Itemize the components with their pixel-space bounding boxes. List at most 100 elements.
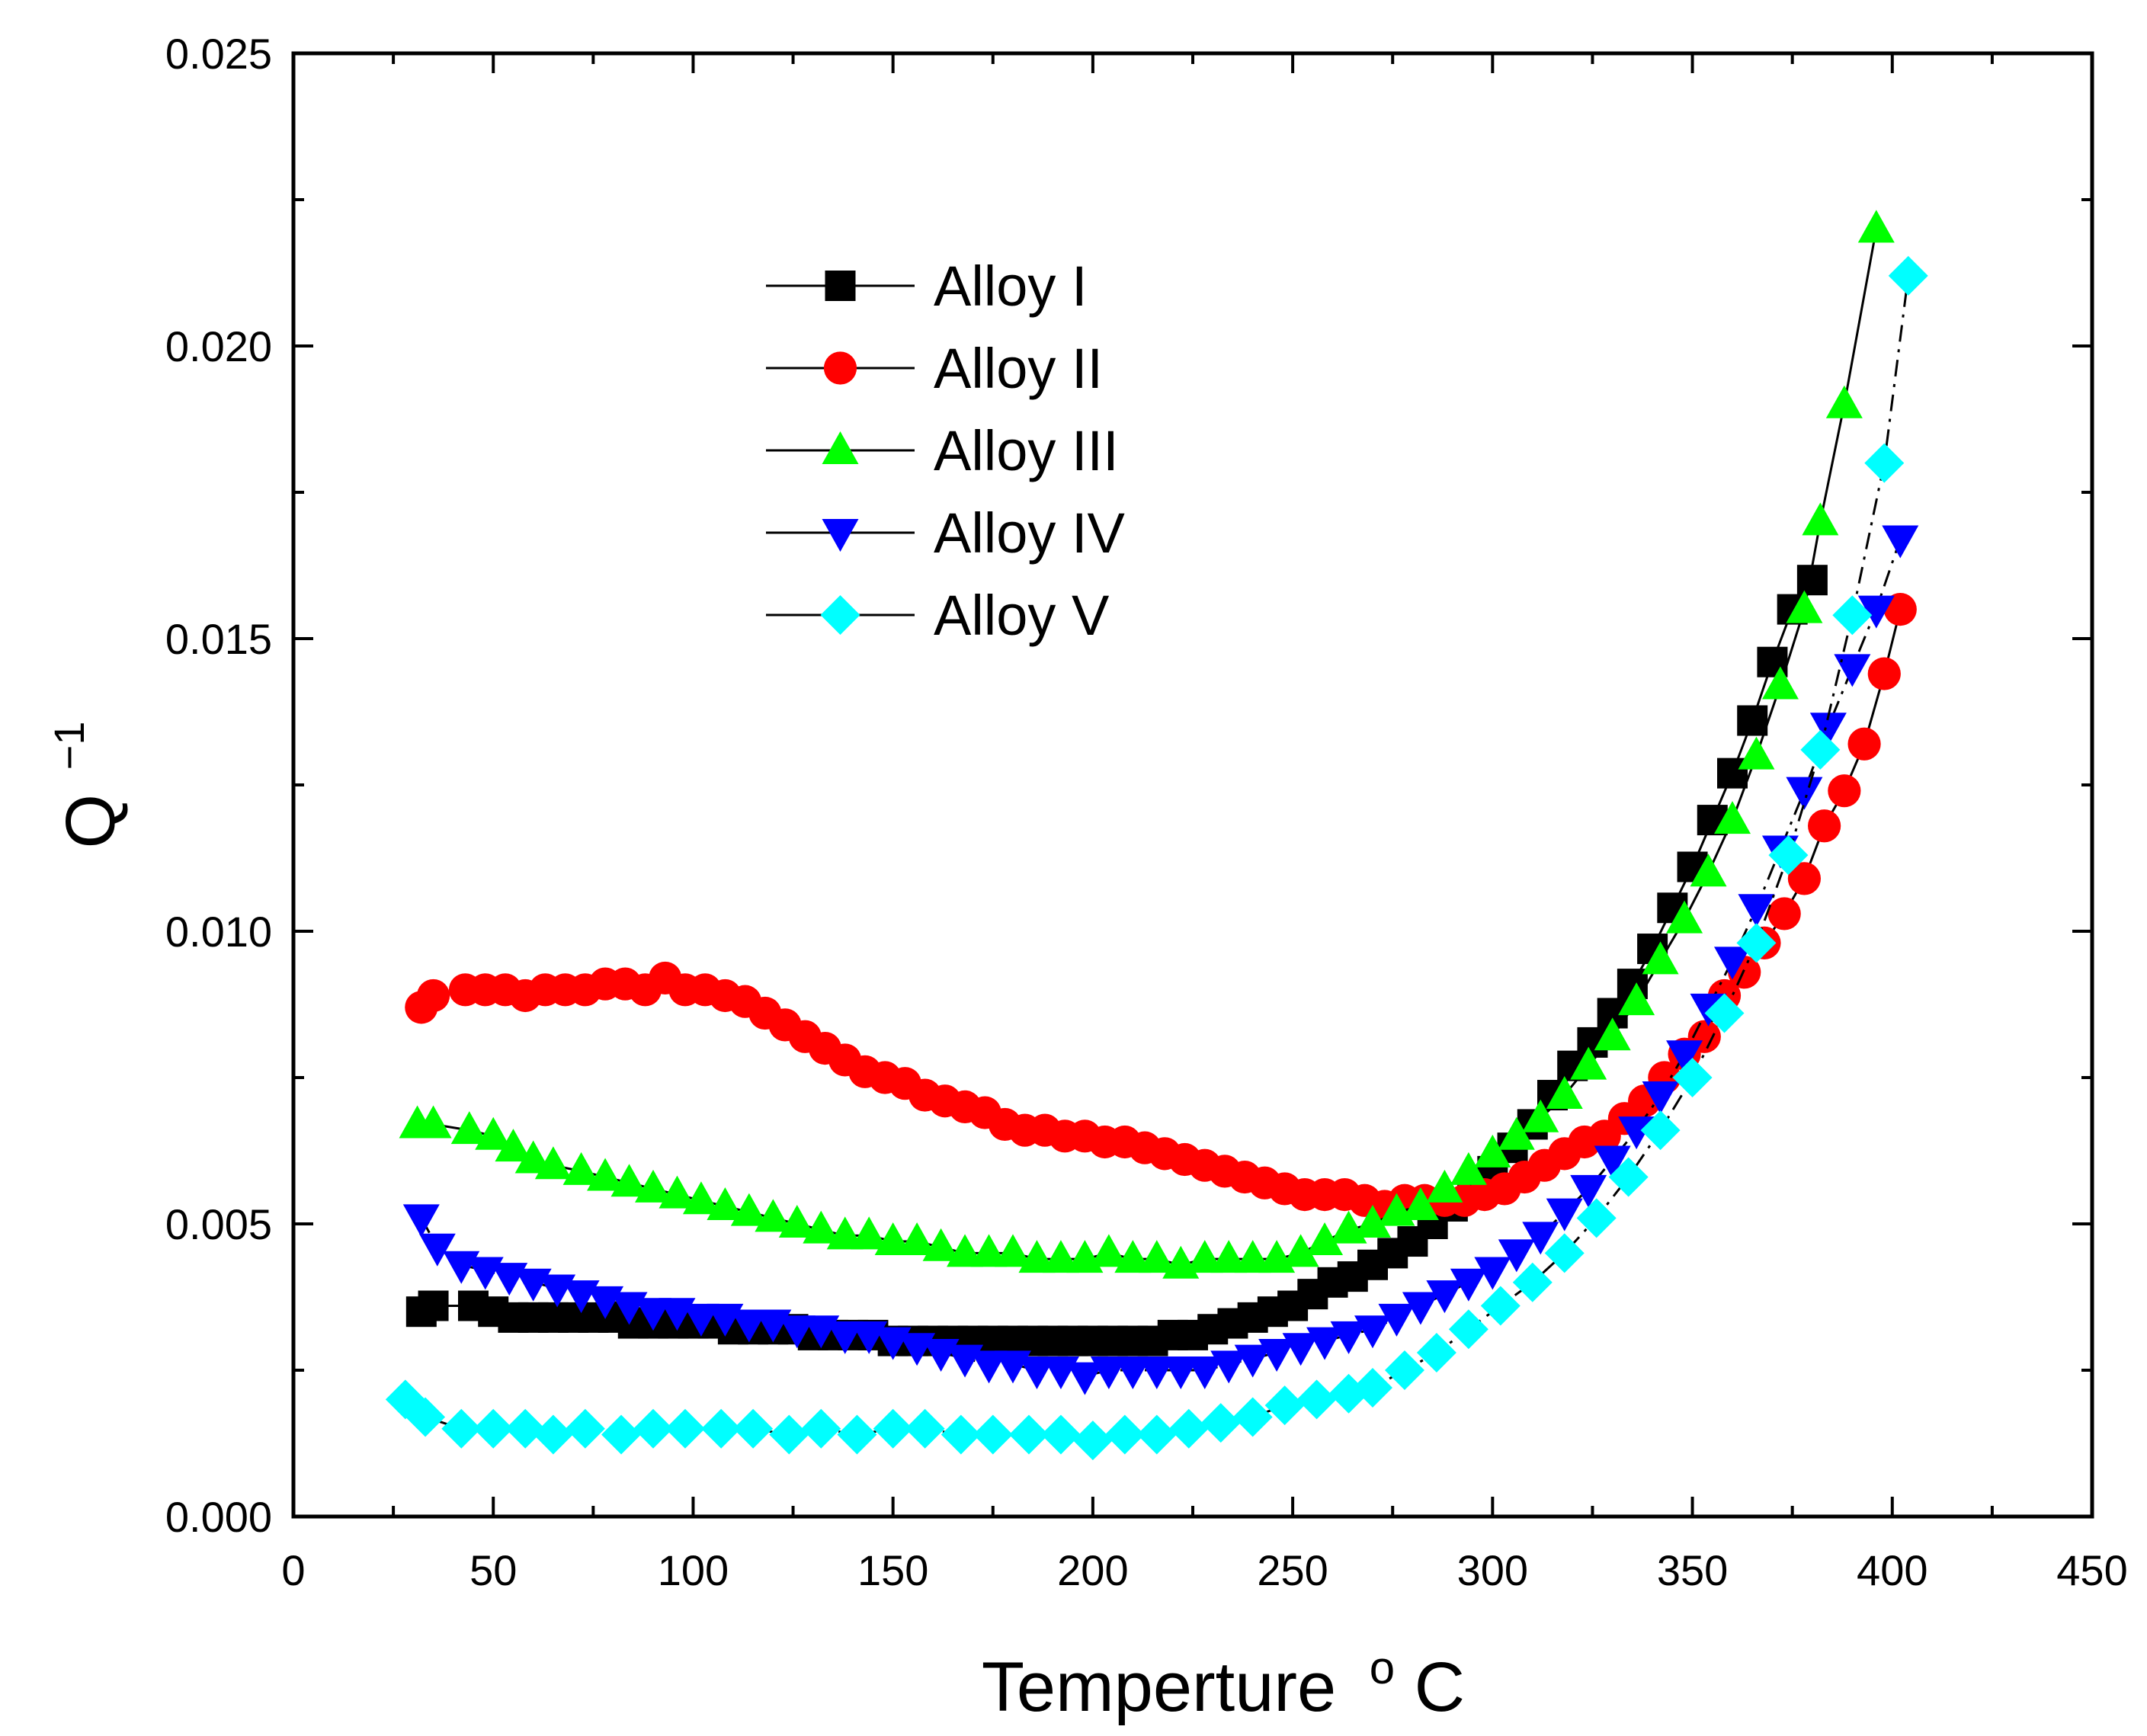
data-point <box>1384 1350 1424 1390</box>
data-point <box>1498 1116 1535 1150</box>
data-point <box>1104 1414 1145 1455</box>
x-tick-label: 300 <box>1457 1546 1528 1594</box>
data-point <box>1857 210 1895 243</box>
data-point <box>1090 1356 1127 1389</box>
data-point <box>610 1164 648 1197</box>
data-point <box>1808 809 1841 843</box>
data-point <box>1761 666 1799 700</box>
data-point <box>1210 1240 1248 1273</box>
data-point <box>1512 1262 1553 1302</box>
legend-item: Alloy I <box>766 255 1088 318</box>
data-point <box>707 1187 744 1220</box>
data-point <box>1448 1309 1488 1350</box>
legend-label: Alloy III <box>934 419 1119 482</box>
data-point <box>1666 900 1703 934</box>
data-point <box>769 1414 809 1455</box>
data-point <box>1594 1017 1631 1051</box>
data-point <box>682 1303 719 1337</box>
data-point <box>730 1309 767 1343</box>
data-point <box>1786 590 1823 623</box>
y-axis-title-text: Q <box>52 794 130 849</box>
data-point <box>1618 1116 1655 1150</box>
x-tick-label: 150 <box>857 1546 928 1594</box>
data-point <box>1186 1240 1223 1273</box>
data-point <box>1800 729 1841 770</box>
y-tick-label: 0.000 <box>165 1493 272 1541</box>
data-point <box>1704 993 1745 1033</box>
y-tick-label: 0.015 <box>165 615 272 663</box>
data-point <box>899 1222 936 1256</box>
data-point <box>1642 1081 1679 1115</box>
data-point <box>1544 1233 1585 1273</box>
data-point <box>826 1216 864 1250</box>
data-point <box>416 979 450 1013</box>
data-point <box>701 1408 742 1449</box>
x-tick-label: 200 <box>1057 1546 1128 1594</box>
legend-marker <box>820 595 860 635</box>
data-point <box>1768 835 1809 876</box>
x-tick-label: 50 <box>469 1546 517 1594</box>
data-point <box>473 1408 514 1449</box>
data-point <box>1576 1198 1617 1238</box>
x-axis-unit: C <box>1415 1648 1465 1726</box>
data-point <box>1857 595 1895 629</box>
data-point <box>1834 654 1871 687</box>
data-point <box>1498 1239 1535 1273</box>
data-point <box>778 1315 816 1349</box>
legend-marker <box>823 351 857 385</box>
data-point <box>1282 1234 1319 1267</box>
data-point <box>1767 897 1801 930</box>
y-axis-title: Q −1 <box>45 722 130 849</box>
data-point <box>730 1193 767 1226</box>
data-point <box>1040 1414 1081 1455</box>
data-point <box>601 1414 642 1455</box>
data-point <box>441 1408 482 1449</box>
legend-label: Alloy V <box>934 584 1110 647</box>
data-point <box>1066 1362 1104 1395</box>
data-point <box>874 1222 912 1256</box>
data-point <box>1832 595 1873 636</box>
y-tick-label: 0.010 <box>165 908 272 956</box>
x-axis-title: Temperture o C <box>982 1621 1465 1726</box>
data-point <box>1847 727 1881 761</box>
data-point <box>495 1129 532 1162</box>
data-point <box>1416 1332 1456 1372</box>
series-3 <box>399 210 1895 1279</box>
data-point <box>1594 1145 1631 1179</box>
data-point <box>733 1408 774 1449</box>
data-point <box>1450 1268 1487 1302</box>
data-point <box>565 1408 605 1449</box>
data-point <box>1888 255 1928 296</box>
data-point <box>1114 1356 1152 1389</box>
data-point <box>1640 1110 1681 1151</box>
data-point <box>1883 593 1917 626</box>
data-point <box>1330 1321 1367 1354</box>
data-point <box>801 1408 841 1449</box>
data-point <box>1402 1292 1439 1325</box>
data-point <box>1282 1333 1319 1366</box>
data-point <box>659 1175 696 1209</box>
data-point <box>1714 946 1751 980</box>
data-point <box>1737 705 1768 736</box>
data-point <box>1738 894 1775 927</box>
legend-marker <box>822 431 859 464</box>
data-point <box>1200 1403 1241 1443</box>
data-point <box>1570 1046 1607 1080</box>
data-point <box>1090 1234 1127 1267</box>
data-point <box>873 1408 913 1449</box>
legend-item: Alloy III <box>766 419 1119 482</box>
data-point <box>1138 1356 1175 1389</box>
data-point <box>1480 1286 1521 1326</box>
data-point <box>1666 1040 1703 1074</box>
data-point <box>418 1290 449 1321</box>
y-axis-superscript: −1 <box>45 722 93 770</box>
data-point <box>1306 1222 1344 1256</box>
x-tick-label: 0 <box>281 1546 305 1594</box>
data-point <box>905 1408 945 1449</box>
data-point <box>778 1205 816 1238</box>
data-point <box>1690 854 1727 887</box>
data-point <box>1162 1356 1200 1389</box>
y-tick-label: 0.020 <box>165 322 272 370</box>
data-point <box>995 1234 1031 1267</box>
